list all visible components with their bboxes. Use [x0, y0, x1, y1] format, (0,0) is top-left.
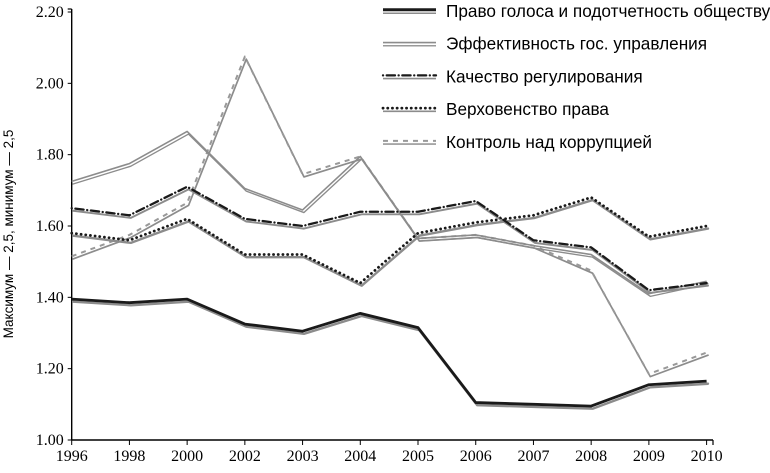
- svg-text:2007: 2007: [517, 448, 549, 465]
- svg-text:2009: 2009: [633, 448, 665, 465]
- svg-text:2.20: 2.20: [36, 4, 64, 21]
- svg-text:1996: 1996: [56, 448, 88, 465]
- svg-text:Качество регулирования: Качество регулирования: [446, 66, 643, 86]
- svg-text:1.40: 1.40: [36, 289, 64, 306]
- svg-text:2005: 2005: [402, 448, 434, 465]
- svg-text:2010: 2010: [691, 448, 723, 465]
- svg-text:1.80: 1.80: [36, 147, 64, 164]
- svg-text:2004: 2004: [344, 448, 376, 465]
- svg-text:Эффективность гос. управления: Эффективность гос. управления: [446, 34, 707, 54]
- svg-text:1.20: 1.20: [36, 361, 64, 378]
- svg-text:1.60: 1.60: [36, 218, 64, 235]
- svg-text:2003: 2003: [287, 448, 319, 465]
- svg-text:Право голоса и подотчетность о: Право голоса и подотчетность обществу: [446, 1, 770, 21]
- svg-text:Контроль над коррупцией: Контроль над коррупцией: [446, 132, 652, 152]
- svg-text:2000: 2000: [171, 448, 203, 465]
- svg-text:2.00: 2.00: [36, 75, 64, 92]
- svg-text:2006: 2006: [460, 448, 492, 465]
- svg-text:2002: 2002: [229, 448, 261, 465]
- svg-text:1.00: 1.00: [36, 432, 64, 449]
- svg-text:Максимум — 2,5, минимум — 2,5: Максимум — 2,5, минимум — 2,5: [1, 130, 16, 339]
- svg-text:Верховенство права: Верховенство права: [446, 99, 609, 119]
- svg-text:2008: 2008: [575, 448, 607, 465]
- svg-text:1998: 1998: [113, 448, 145, 465]
